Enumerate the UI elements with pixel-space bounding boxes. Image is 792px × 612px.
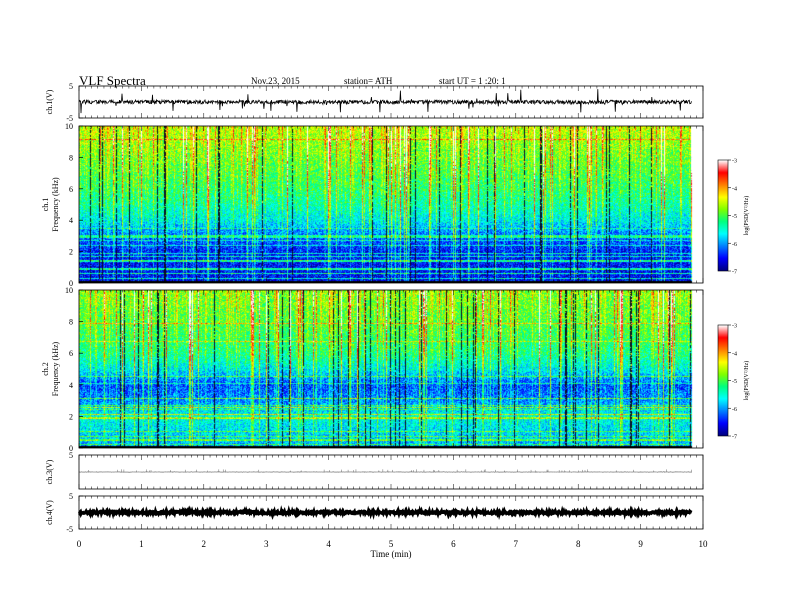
ch2-spectrogram-colorbar-axis: -3 -4 -5 -6 -7 log(PSD(V²/Hz)	[717, 324, 750, 441]
xtick-label: 9	[638, 539, 643, 549]
ch2-spectrogram-x-ticks	[78, 290, 704, 448]
ch4-waveform-ytick-label: -5	[66, 525, 73, 534]
xtick-label: 2	[202, 539, 207, 549]
ch1-waveform-ylabel: ch.1(V)	[45, 89, 54, 114]
ch2-colorbar	[718, 325, 728, 436]
ch2-spectrogram-colorbar-tick-label: -6	[732, 407, 737, 413]
ch1-waveform-ytick-label: 5	[69, 82, 73, 91]
ch2-spectrogram-y-axis: 0 2 4 6 8 10 ch.2 Frequency (kHz)	[41, 286, 83, 453]
ch1-spectrogram-colorbar-tick-label: -5	[732, 214, 737, 220]
ch4-waveform-trace	[77, 505, 693, 521]
ch4-waveform-ytick-label: 5	[69, 492, 73, 501]
ch1-spectrogram-x-ticks	[78, 126, 704, 283]
ch2-spectrogram-colorbar-tick-label: -4	[732, 351, 737, 357]
panels	[77, 89, 693, 521]
ch4-waveform-ylabel: ch.4(V)	[45, 500, 54, 525]
ch1-spectrogram-colorbar-tick-label: -4	[732, 186, 737, 192]
ch1-spectrogram-ytick-label: 0	[69, 279, 73, 288]
ch2-spectrogram-canvas	[79, 290, 703, 448]
station-label: station= ATH	[344, 76, 393, 86]
ch1-spectrogram-colorbar-axis: -3 -4 -5 -6 -7 log(PSD(V²/Hz)	[717, 159, 750, 276]
xtick-label: 7	[514, 539, 519, 549]
xtick-label: 0	[77, 539, 82, 549]
ch1-spectrogram-y-axis: 0 2 4 6 8 10 ch.1 Frequency (kHz)	[41, 122, 83, 288]
x-axis-label: Time (min)	[371, 549, 412, 559]
ch1-colorbar-wrap	[718, 160, 728, 271]
xtick-label: 10	[699, 539, 709, 549]
ch1-spectrogram-ytick-label: 10	[65, 122, 73, 131]
ch2-spectrogram-colorbar-label: log(PSD(V²/Hz)	[743, 361, 750, 400]
ch4-waveform-x-ticks	[78, 496, 704, 529]
xtick-label: 6	[451, 539, 456, 549]
ch2-spectrogram-colorbar-tick-label: -7	[732, 435, 737, 441]
figure-title: VLF Spectra	[79, 73, 146, 88]
ch2-spectrogram-ytick-label: 10	[65, 286, 73, 295]
xtick-label: 3	[264, 539, 269, 549]
xtick-label: 1	[139, 539, 144, 549]
ch2-spectrogram-colorbar-tick-label: -3	[732, 324, 737, 330]
ch1-spectrogram-colorbar-tick-label: -3	[732, 159, 737, 165]
ch3-waveform-ytick-label: 5	[69, 451, 73, 460]
ch1-waveform-ytick-label: -5	[66, 114, 73, 123]
ch1-spectrogram-colorbar-tick-label: -6	[732, 242, 737, 248]
ch3-waveform-x-ticks	[78, 455, 704, 489]
ch2-spectrogram-ytick-label: 8	[69, 318, 73, 327]
ch1-waveform-trace	[78, 89, 692, 114]
ch2-spectrogram-colorbar-tick-label: -5	[732, 379, 737, 385]
ch4-waveform-y-axis: 5 -5 ch.4(V)	[45, 492, 83, 534]
ch1-spectrogram-ytick-label: 4	[69, 216, 73, 225]
ch2-spectrogram-ytick-label: 2	[69, 412, 73, 421]
ch1-colorbar	[718, 160, 728, 271]
ch1-spectrogram-colorbar-label: log(PSD(V²/Hz)	[743, 196, 750, 235]
ch1-spectrogram-canvas-wrap	[79, 126, 703, 283]
ch1-spectrogram-colorbar-tick-label: -7	[732, 270, 737, 276]
ch1-waveform-y-axis: 5 -5 ch.1(V)	[45, 82, 83, 123]
ch2-spectrogram-ytick-label: 0	[69, 444, 73, 453]
ch4-waveform-trace-group	[77, 505, 693, 521]
ch2-spectrogram-canvas-wrap	[79, 290, 703, 448]
ch3-waveform-trace-group	[79, 469, 692, 473]
ch2-spectrogram-ytick-label: 6	[69, 349, 73, 358]
ch1-spectrogram-ylabel-outer: ch.1	[41, 198, 50, 212]
ch2-spectrogram-ytick-label: 4	[69, 381, 73, 390]
ch1-waveform-x-ticks	[78, 86, 704, 118]
ch1-spectrogram-ytick-label: 2	[69, 248, 73, 257]
ch1-spectrogram-ylabel: Frequency (kHz)	[51, 177, 60, 232]
xtick-label: 4	[326, 539, 331, 549]
xtick-label: 8	[576, 539, 581, 549]
ch2-colorbar-wrap	[718, 325, 728, 436]
xtick-label: 5	[389, 539, 394, 549]
start-time-label: start UT = 1 :20: 1	[439, 76, 506, 86]
date-label: Nov.23, 2015	[251, 76, 300, 86]
ch1-spectrogram-ytick-label: 8	[69, 153, 73, 162]
ch2-spectrogram-ylabel: Frequency (kHz)	[51, 341, 60, 396]
ch3-waveform-ylabel: ch.3(V)	[45, 459, 54, 484]
ch1-spectrogram-canvas	[79, 126, 703, 283]
ch3-waveform-y-axis: 5 ch.3(V)	[45, 451, 83, 484]
ch2-spectrogram-ylabel-outer: ch.2	[41, 362, 50, 376]
ch1-spectrogram-ytick-label: 6	[69, 185, 73, 194]
ch1-waveform-trace-group	[78, 89, 692, 114]
x-axis: 0 1 2 3 4 5 6 7 8 9 10	[77, 539, 708, 549]
